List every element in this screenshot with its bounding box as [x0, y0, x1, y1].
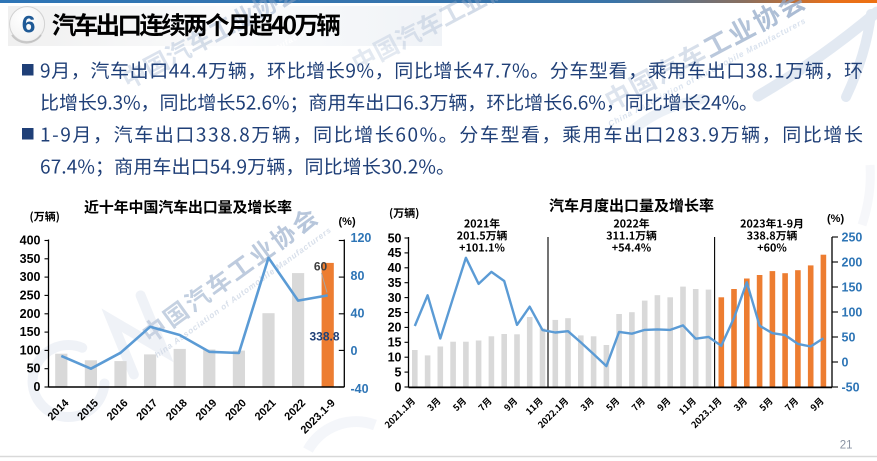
svg-text:25: 25: [388, 306, 402, 320]
svg-text:250: 250: [20, 288, 41, 302]
svg-text:-40: -40: [351, 382, 369, 396]
svg-text:0: 0: [34, 380, 41, 394]
svg-text:40: 40: [388, 261, 402, 275]
svg-text:(%): (%): [827, 213, 844, 225]
svg-text:35: 35: [388, 276, 402, 290]
svg-text:30: 30: [388, 291, 402, 305]
svg-text:20: 20: [388, 321, 402, 335]
svg-text:100: 100: [20, 343, 41, 357]
svg-text:10: 10: [388, 351, 402, 365]
svg-text:50: 50: [27, 362, 41, 376]
svg-text:21: 21: [840, 440, 853, 452]
svg-text:150: 150: [20, 325, 41, 339]
svg-text:400: 400: [20, 234, 41, 248]
svg-text:338.8: 338.8: [309, 330, 339, 344]
svg-text:6: 6: [22, 11, 36, 38]
svg-text:0: 0: [395, 380, 402, 394]
svg-text:250: 250: [842, 230, 863, 244]
svg-text:100: 100: [842, 305, 863, 319]
svg-text:0: 0: [351, 344, 358, 358]
svg-text:60: 60: [314, 260, 328, 274]
svg-text:40: 40: [351, 307, 365, 321]
svg-text:45: 45: [388, 246, 402, 260]
svg-text:0: 0: [842, 355, 849, 369]
svg-text:120: 120: [351, 231, 372, 245]
svg-text:150: 150: [842, 280, 863, 294]
svg-text:200: 200: [20, 307, 41, 321]
svg-text:300: 300: [20, 270, 41, 284]
svg-text:50: 50: [842, 330, 856, 344]
svg-text:5: 5: [395, 365, 402, 379]
svg-text:15: 15: [388, 336, 402, 350]
svg-text:50: 50: [388, 231, 402, 245]
svg-text:80: 80: [351, 269, 365, 283]
svg-text:200: 200: [842, 255, 863, 269]
svg-text:(%): (%): [339, 216, 356, 228]
svg-text:-50: -50: [842, 380, 860, 394]
svg-text:350: 350: [20, 252, 41, 266]
